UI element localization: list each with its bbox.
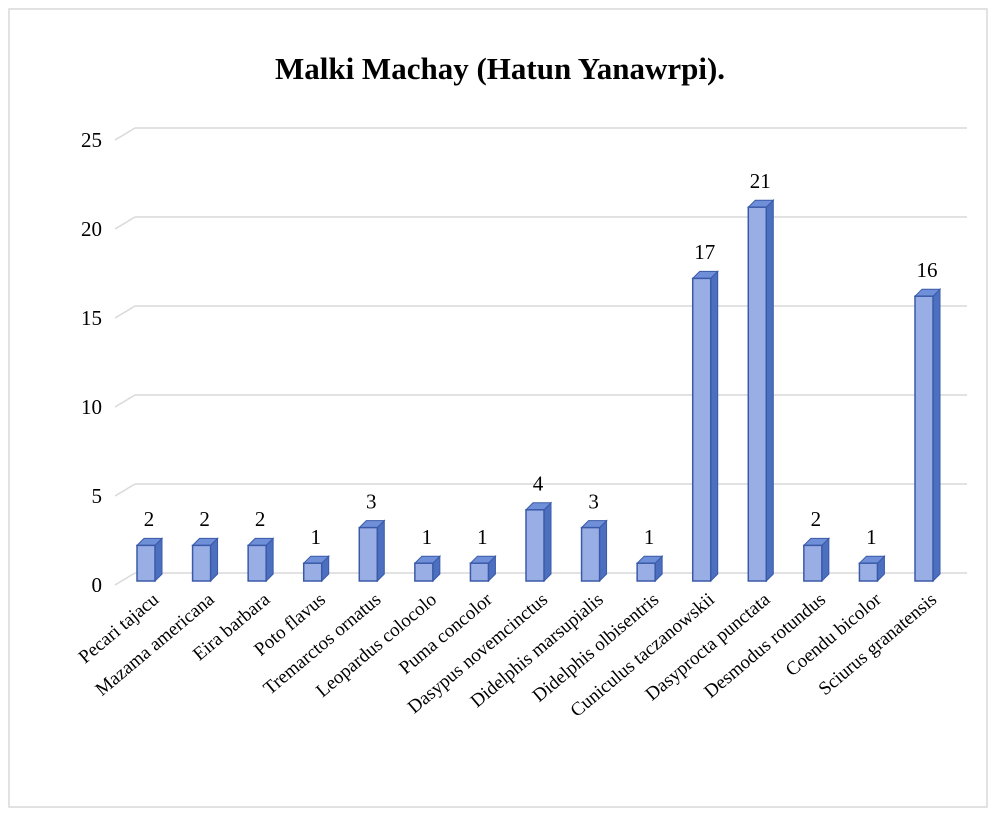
bar [246, 537, 275, 583]
y-tick-label: 5 [92, 484, 103, 508]
bar-side [710, 270, 719, 583]
bar-front [469, 562, 490, 582]
bar [580, 519, 608, 583]
bar-front [914, 295, 934, 582]
y-tick-label: 0 [92, 573, 103, 597]
bar [191, 537, 219, 583]
grid-line-side [114, 483, 136, 497]
y-tick-label: 15 [81, 306, 102, 330]
bar-front [191, 544, 212, 582]
bar-front [691, 277, 712, 582]
bar [858, 554, 886, 583]
bar-front [858, 562, 879, 582]
bar-front [358, 526, 379, 582]
y-tick-label: 10 [81, 395, 102, 419]
bar [802, 537, 831, 583]
bar [469, 554, 497, 583]
data-label: 2 [811, 507, 822, 531]
bar [747, 198, 775, 583]
bar [913, 287, 942, 583]
data-label: 1 [310, 525, 321, 549]
y-tick-label: 25 [81, 128, 102, 152]
bar-front [747, 206, 768, 582]
data-label: 3 [366, 489, 377, 513]
grid-line-side [114, 127, 136, 141]
data-label: 2 [144, 507, 155, 531]
data-label: 16 [917, 258, 938, 282]
data-label: 4 [533, 472, 544, 496]
bar-side [376, 519, 385, 583]
bar [635, 554, 664, 583]
grid-line-side [114, 216, 136, 230]
grid-line-side [114, 572, 136, 586]
bar-front [302, 562, 323, 582]
data-label: 1 [866, 525, 877, 549]
bar [524, 501, 553, 583]
bar-side [765, 198, 774, 583]
grid-line-side [114, 394, 136, 408]
bar-side [932, 287, 941, 583]
bar [413, 554, 442, 583]
data-label: 2 [199, 507, 210, 531]
data-label: 1 [644, 525, 655, 549]
bar-front [525, 509, 545, 582]
bar-side [599, 519, 608, 583]
chart-title: Malki Machay (Hatun Yanawrpi). [275, 51, 725, 86]
bar [358, 519, 386, 583]
data-label: 21 [750, 169, 771, 193]
bar [135, 537, 164, 583]
y-tick-label: 20 [81, 217, 102, 241]
bar-front [136, 544, 156, 582]
bar-front [247, 544, 267, 582]
bar-front [580, 526, 601, 582]
bar-front [803, 544, 823, 582]
grid-line-side [114, 305, 136, 319]
data-label: 2 [255, 507, 266, 531]
bar-front [414, 562, 434, 582]
data-label: 1 [477, 525, 488, 549]
data-label: 17 [694, 240, 715, 264]
data-label: 1 [422, 525, 433, 549]
data-label: 3 [588, 489, 599, 513]
bar-side [543, 501, 552, 583]
bar [691, 270, 719, 583]
chart-frame [8, 8, 988, 808]
bar [302, 554, 330, 583]
bar-front [636, 562, 656, 582]
